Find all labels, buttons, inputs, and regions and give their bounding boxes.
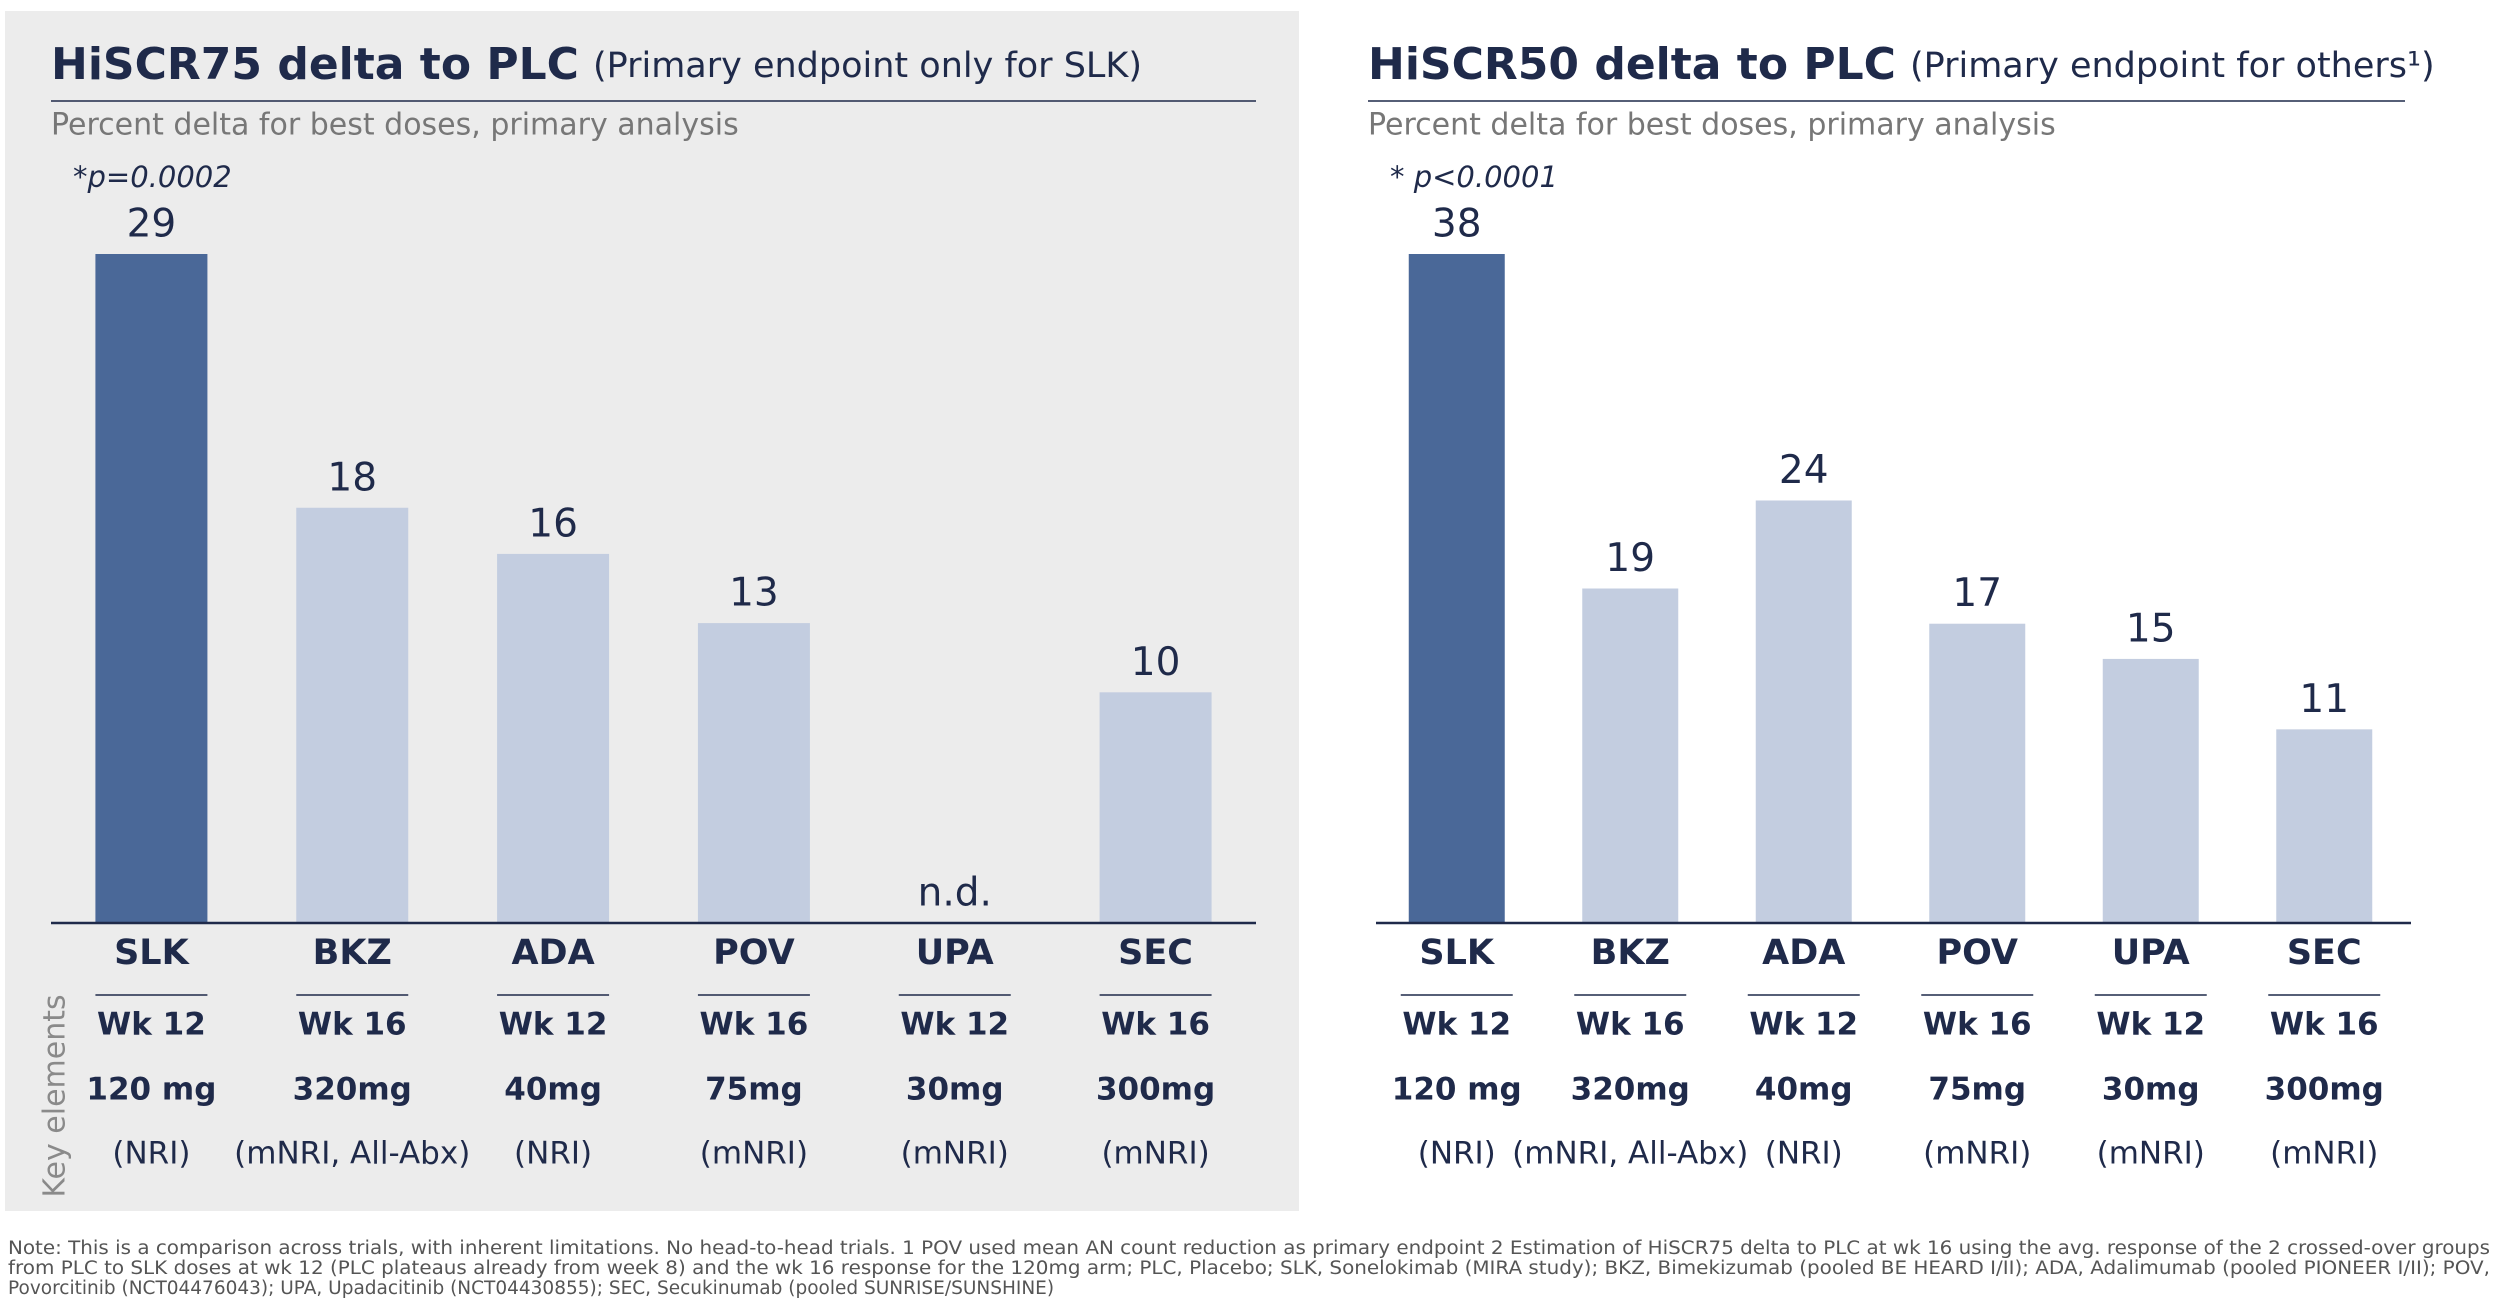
annotation: *p=0.0002 xyxy=(73,160,232,194)
dose-label: 320mg xyxy=(293,1072,412,1108)
footnote: Note: This is a comparison across trials… xyxy=(8,1238,2490,1259)
category-label: ADA xyxy=(511,933,594,973)
week-label: Wk 16 xyxy=(1101,1007,1210,1043)
dose-label: 320mg xyxy=(1571,1072,1690,1108)
category-label: UPA xyxy=(916,933,994,973)
title-main: HiSCR75 delta to PLC xyxy=(51,39,579,90)
bar xyxy=(2102,658,2199,923)
method-label: (NRI) xyxy=(514,1136,592,1172)
value-label: 24 xyxy=(1779,448,1829,493)
value-label: 10 xyxy=(1131,640,1181,685)
method-label: (NRI) xyxy=(1765,1136,1843,1172)
week-label: Wk 12 xyxy=(900,1007,1009,1043)
title-note: (Primary endpoint only for SLK) xyxy=(593,46,1142,86)
value-label: 13 xyxy=(729,571,779,616)
value-label: 15 xyxy=(2126,606,2176,651)
value-label: 29 xyxy=(127,202,177,247)
week-label: Wk 12 xyxy=(1749,1007,1858,1043)
bar xyxy=(1408,254,1505,923)
value-label: 19 xyxy=(1605,536,1655,581)
bar xyxy=(497,553,610,923)
row-header: Key elements xyxy=(38,994,73,1197)
footnote: Povorcitinib (NCT04476043); UPA, Upadaci… xyxy=(8,1278,1054,1299)
category-label: UPA xyxy=(2112,933,2190,973)
week-label: Wk 16 xyxy=(1576,1007,1685,1043)
bar xyxy=(1582,588,1679,923)
bar xyxy=(1755,500,1852,923)
method-label: (NRI) xyxy=(1418,1136,1496,1172)
category-label: POV xyxy=(713,933,795,973)
value-label: 18 xyxy=(327,455,377,500)
method-label: (mNRI) xyxy=(1923,1136,2031,1172)
week-label: Wk 16 xyxy=(1923,1007,2032,1043)
bar xyxy=(1099,692,1212,923)
title-note: (Primary endpoint for others¹) xyxy=(1910,46,2435,86)
title-main: HiSCR50 delta to PLC xyxy=(1368,39,1896,90)
category-label: BKZ xyxy=(313,933,392,973)
week-label: Wk 16 xyxy=(2270,1007,2379,1043)
dose-label: 40mg xyxy=(1755,1072,1853,1108)
method-label: (mNRI) xyxy=(700,1136,808,1172)
method-label: (mNRI) xyxy=(2097,1136,2205,1172)
method-label: (mNRI, All-Abx) xyxy=(1512,1136,1748,1172)
week-label: Wk 12 xyxy=(2096,1007,2205,1043)
footnote: from PLC to SLK doses at wk 12 (PLC plat… xyxy=(8,1258,2490,1279)
dose-label: 120 mg xyxy=(86,1072,216,1108)
chart-title: HiSCR50 delta to PLC (Primary endpoint fo… xyxy=(1368,39,2435,90)
week-label: Wk 12 xyxy=(499,1007,608,1043)
value-label: 17 xyxy=(1952,571,2002,616)
week-label: Wk 16 xyxy=(298,1007,407,1043)
week-label: Wk 12 xyxy=(97,1007,206,1043)
method-label: (mNRI) xyxy=(901,1136,1009,1172)
bar xyxy=(95,254,208,923)
value-label: 16 xyxy=(528,501,578,546)
bar xyxy=(296,507,409,923)
category-label: BKZ xyxy=(1591,933,1670,973)
week-label: Wk 16 xyxy=(700,1007,809,1043)
value-label: 11 xyxy=(2299,677,2349,722)
week-label: Wk 12 xyxy=(1402,1007,1511,1043)
annotation: * p<0.0001 xyxy=(1390,160,1558,194)
dose-label: 120 mg xyxy=(1392,1072,1522,1108)
category-label: POV xyxy=(1936,933,2018,973)
category-label: SLK xyxy=(1419,933,1496,973)
category-label: SEC xyxy=(1118,933,1193,973)
subtitle: Percent delta for best doses, primary an… xyxy=(51,108,739,143)
method-label: (mNRI, All-Abx) xyxy=(234,1136,470,1172)
value-label: n.d. xyxy=(918,871,992,916)
bar xyxy=(1929,623,2026,923)
subtitle: Percent delta for best doses, primary an… xyxy=(1368,108,2056,143)
method-label: (mNRI) xyxy=(1101,1136,1209,1172)
dose-label: 30mg xyxy=(906,1072,1004,1108)
method-label: (mNRI) xyxy=(2270,1136,2378,1172)
value-label: 38 xyxy=(1432,202,1482,247)
category-label: SLK xyxy=(114,933,191,973)
dose-label: 300mg xyxy=(2265,1072,2384,1108)
method-label: (NRI) xyxy=(112,1136,190,1172)
dose-label: 75mg xyxy=(1928,1072,2026,1108)
dose-label: 75mg xyxy=(705,1072,803,1108)
dose-label: 300mg xyxy=(1096,1072,1215,1108)
category-label: SEC xyxy=(2287,933,2362,973)
bar xyxy=(2276,729,2373,923)
chart-title: HiSCR75 delta to PLC (Primary endpoint on… xyxy=(51,39,1142,90)
category-label: ADA xyxy=(1762,933,1845,973)
dose-label: 40mg xyxy=(504,1072,602,1108)
panel-background xyxy=(5,11,1299,1211)
dose-label: 30mg xyxy=(2102,1072,2200,1108)
bar xyxy=(697,623,810,923)
